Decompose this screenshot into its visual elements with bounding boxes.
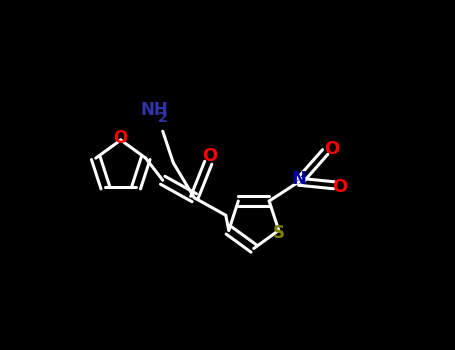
Text: 2: 2 [158,111,167,125]
Text: O: O [333,178,348,196]
Text: N: N [292,170,306,188]
Text: O: O [114,129,128,147]
Text: S: S [273,224,285,242]
Text: O: O [324,140,339,158]
Text: NH: NH [140,101,168,119]
Text: O: O [202,147,217,166]
